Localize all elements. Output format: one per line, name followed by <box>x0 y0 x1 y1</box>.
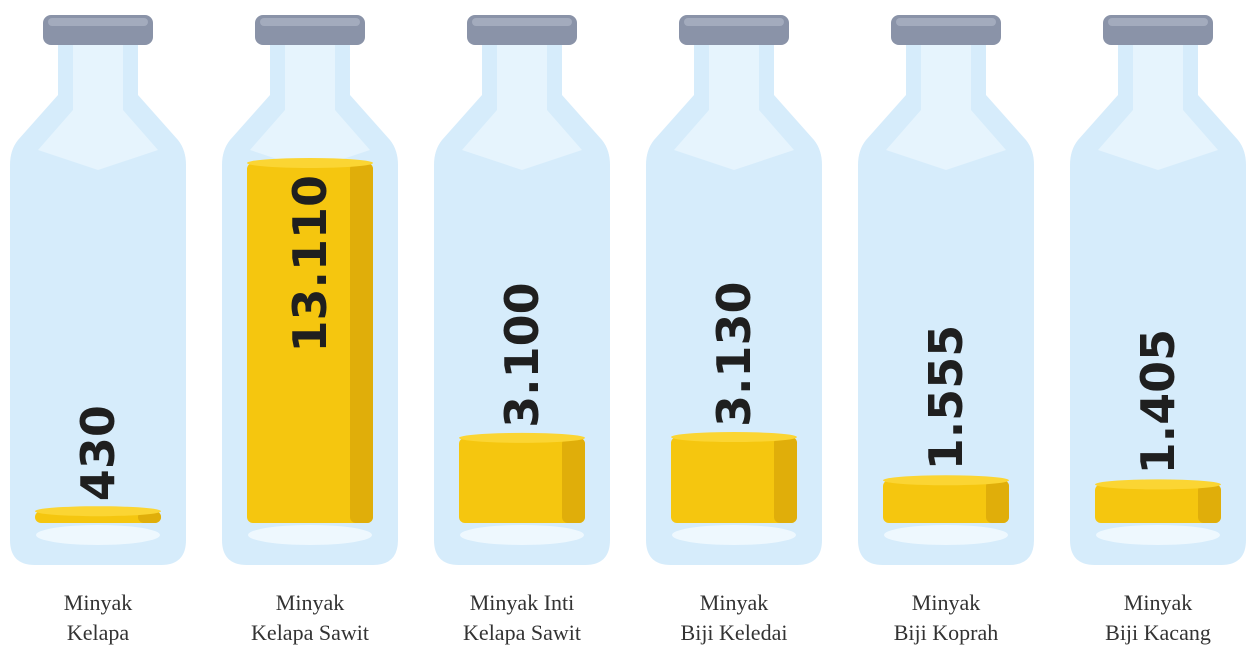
bottle-base <box>460 525 584 545</box>
oil-surface <box>35 506 161 516</box>
value-label: 13.110 <box>283 175 337 353</box>
bottle-cap-shine <box>1108 18 1208 26</box>
oil-surface <box>1095 479 1221 489</box>
bottle-cap-shine <box>684 18 784 26</box>
oil-surface <box>459 433 585 443</box>
oil-surface <box>883 475 1009 485</box>
value-label: 1.405 <box>1131 329 1185 475</box>
bottle-cap-shine <box>260 18 360 26</box>
value-label: 3.130 <box>707 282 761 428</box>
oil-shade <box>562 438 585 523</box>
bottle-base <box>1096 525 1220 545</box>
bottle-cap-shine <box>896 18 996 26</box>
oil-surface <box>247 158 373 168</box>
bottle-cap-shine <box>472 18 572 26</box>
chart: 430 MinyakKelapa 13.110 MinyakKelapa Sawit 3… <box>0 0 1258 645</box>
oil-shade <box>986 480 1009 523</box>
oil-shade <box>350 163 373 523</box>
value-label: 430 <box>71 405 125 501</box>
bottle-base <box>36 525 160 545</box>
bottle-base <box>884 525 1008 545</box>
bottle-base <box>248 525 372 545</box>
value-label: 3.100 <box>495 282 549 428</box>
value-label: 1.555 <box>919 325 973 471</box>
bottle-base <box>672 525 796 545</box>
oil-shade <box>1198 484 1221 523</box>
bottle-cap-shine <box>48 18 148 26</box>
oil-surface <box>671 432 797 442</box>
oil-shade <box>774 437 797 523</box>
